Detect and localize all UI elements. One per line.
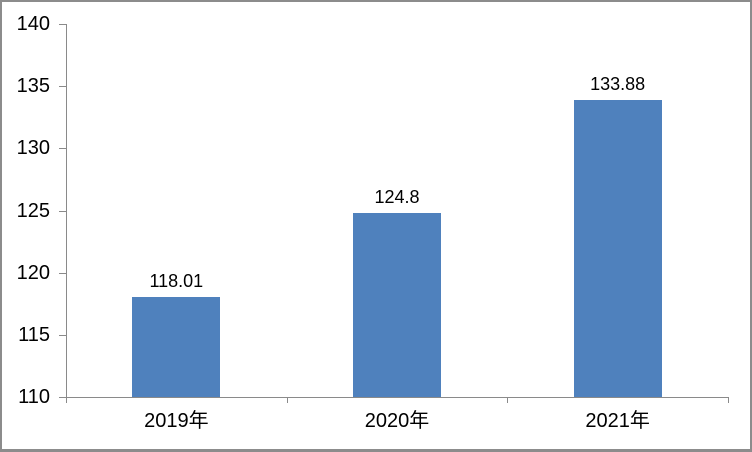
x-axis-line (66, 397, 728, 398)
y-axis-label: 125 (16, 199, 50, 222)
bar (132, 297, 221, 397)
bar (353, 212, 441, 397)
x-axis-tick (66, 397, 67, 403)
y-axis-tick (59, 272, 66, 274)
y-axis-label: 110 (18, 386, 50, 408)
y-axis-label: 115 (18, 323, 50, 346)
x-axis-tick (507, 397, 509, 403)
y-axis-label: 140 (16, 13, 50, 35)
y-axis-tick (59, 334, 66, 336)
y-axis-label: 135 (16, 75, 50, 98)
bar-value-label: 124.8 (374, 186, 420, 207)
y-axis-line (66, 24, 67, 397)
y-axis-label: 130 (16, 137, 50, 160)
x-axis-tick (286, 397, 288, 403)
bar-value-label: 118.01 (149, 271, 204, 292)
y-axis-tick (59, 148, 66, 150)
x-axis-tick (728, 397, 729, 403)
y-axis-tick (59, 24, 66, 25)
category-label: 2020年 (364, 410, 430, 432)
bar-value-label: 133.88 (590, 74, 646, 95)
y-axis-tick (59, 397, 66, 398)
y-axis-label: 120 (16, 261, 50, 284)
category-label: 2021年 (585, 410, 650, 432)
y-axis-tick (59, 210, 66, 212)
bar (573, 100, 662, 397)
y-axis-tick (59, 86, 66, 88)
category-label: 2019年 (144, 410, 209, 432)
